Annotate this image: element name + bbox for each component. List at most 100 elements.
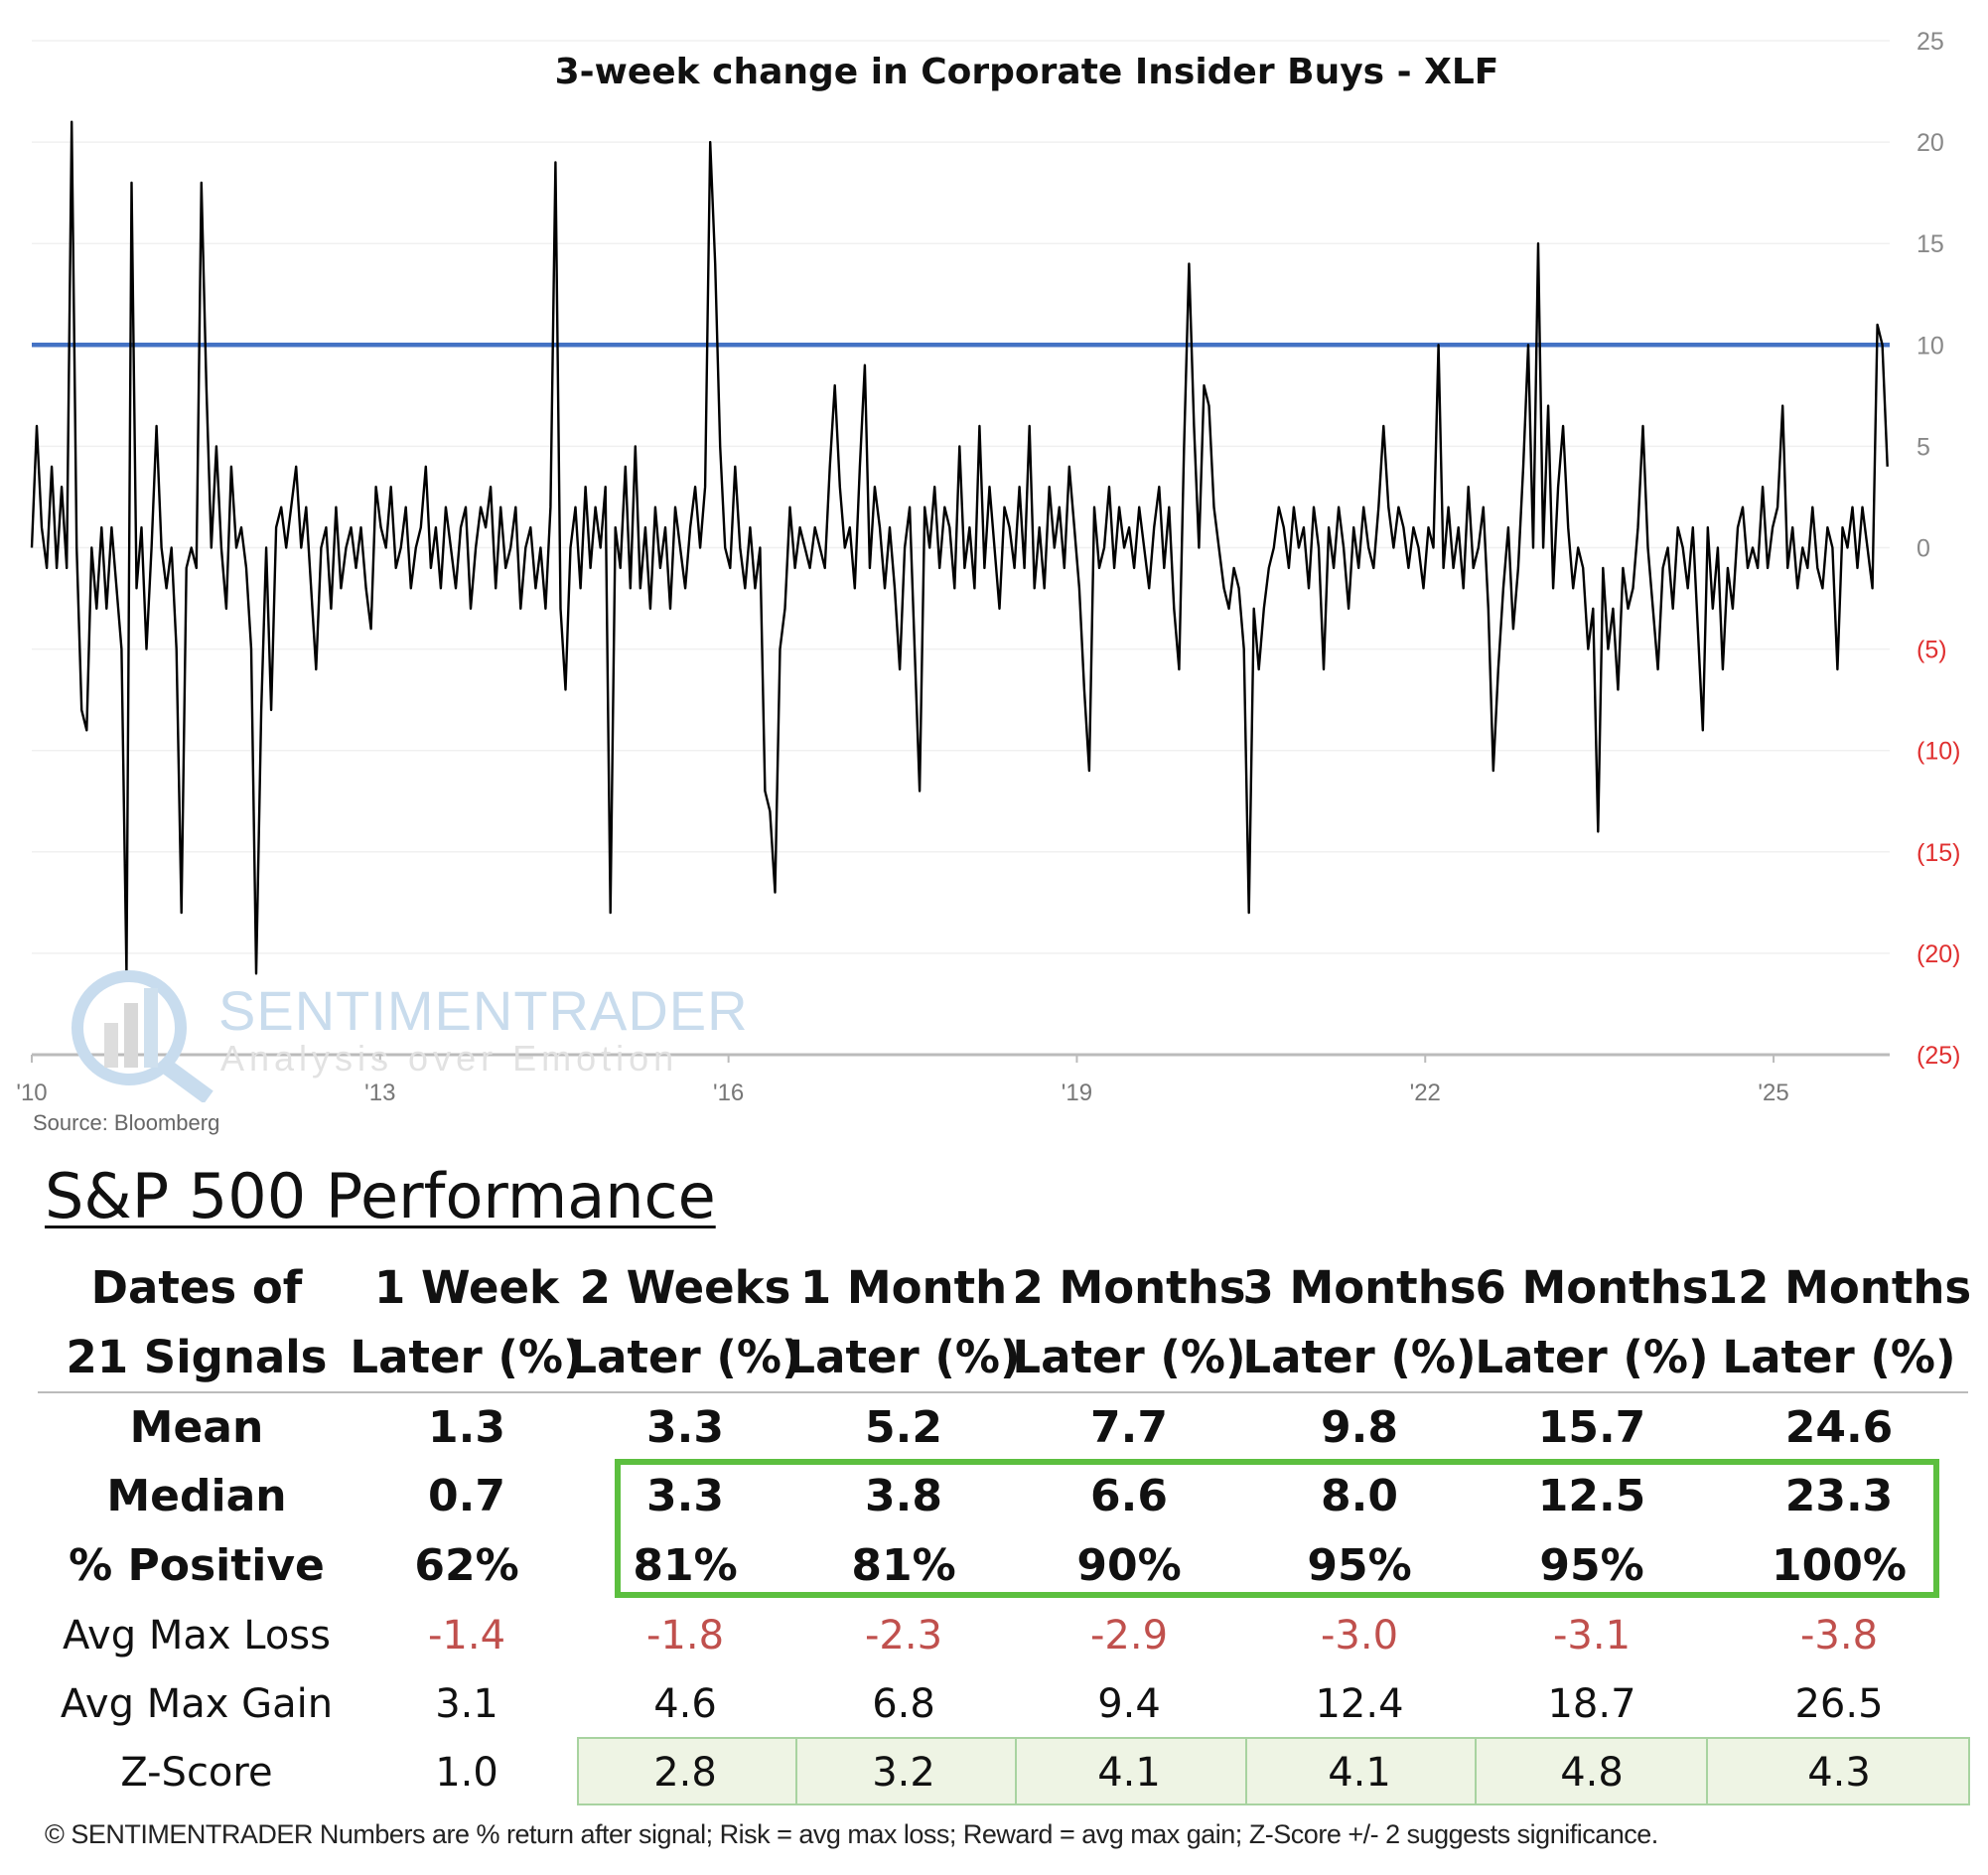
table-cell: 12.4 [1315,1681,1404,1727]
row-label: Avg Max Gain [60,1681,334,1727]
column-header: 3 Months [1242,1261,1477,1314]
y-tick-label: (25) [1917,1042,1960,1070]
table-cell: 4.1 [1328,1750,1391,1796]
header-divider [38,1391,1968,1393]
table-cell: 18.7 [1547,1681,1636,1727]
y-tick-label: (15) [1917,839,1960,867]
y-tick-label: 20 [1917,129,1944,157]
column-header: 1 Week [374,1261,559,1314]
y-tick-label: 5 [1917,433,1930,461]
performance-title: S&P 500 Performance [45,1160,716,1232]
table-cell: 3.1 [435,1681,498,1727]
y-tick-label: 10 [1917,332,1944,360]
x-tick-label: '25 [1758,1080,1788,1106]
table-cell: -3.8 [1799,1613,1879,1659]
table-cell: -3.0 [1320,1613,1399,1659]
y-axis: 25 20 15 10 5 0 (5) (10) (15) (20) (25) [1917,28,1960,1070]
x-tick-label: '10 [16,1080,47,1106]
zscore-cell-bg [1706,1737,1970,1805]
table-cell: 3.2 [872,1750,935,1796]
table-cell: 6.8 [872,1681,935,1727]
column-header: Later (%) [1722,1331,1956,1383]
table-cell: 9.4 [1097,1681,1161,1727]
x-tick-label: '19 [1062,1080,1092,1106]
row-label: Avg Max Loss [63,1613,331,1659]
series-line [30,120,1889,975]
column-header: 2 Weeks [579,1261,791,1314]
table-cell: -3.1 [1552,1613,1632,1659]
table-cell: 1.3 [428,1402,505,1453]
column-header: Later (%) [1242,1331,1477,1383]
table-cell: 8.0 [1321,1471,1398,1521]
x-axis: '10 '13 '16 '19 '22 '25 [16,1053,1890,1106]
chart-title: 3-week change in Corporate Insider Buys … [555,52,1499,92]
y-tick-label: (5) [1917,637,1947,664]
x-tick-label: '13 [364,1080,395,1106]
x-tick-label: '22 [1410,1080,1441,1106]
table-cell: -1.4 [427,1613,506,1659]
table-cell: 4.8 [1560,1750,1624,1796]
table-cell: 81% [633,1540,738,1591]
table-cell: 9.8 [1321,1402,1398,1453]
table-cell: 23.3 [1784,1471,1894,1521]
table-cell: 3.3 [646,1402,724,1453]
table-cell: 62% [414,1540,519,1591]
table-cell: -2.9 [1089,1613,1169,1659]
x-tick-label: '16 [713,1080,744,1106]
column-header: 6 Months [1475,1261,1709,1314]
column-header: Later (%) [350,1331,584,1383]
table-cell: 90% [1076,1540,1182,1591]
highlight-box [615,1459,1939,1598]
table-cell: 100% [1772,1540,1907,1591]
row-label: % Positive [69,1540,325,1591]
column-header: 2 Months [1012,1261,1246,1314]
row-label: Z-Score [120,1750,273,1796]
zscore-cell-bg [795,1737,1017,1805]
table-cell: 5.2 [865,1402,942,1453]
table-cell: 15.7 [1537,1402,1646,1453]
table-cell: 95% [1307,1540,1412,1591]
column-header: 21 Signals [66,1331,328,1383]
table-cell: 95% [1539,1540,1644,1591]
zscore-cell-bg [1475,1737,1708,1805]
column-header: Dates of [90,1261,303,1314]
table-cell: 2.8 [653,1750,717,1796]
table-cell: -2.3 [864,1613,943,1659]
column-header: Later (%) [1012,1331,1246,1383]
y-tick-label: 0 [1917,535,1930,563]
table-cell: 81% [851,1540,956,1591]
row-label: Mean [129,1402,264,1453]
column-header: Later (%) [1475,1331,1709,1383]
table-cell: 1.0 [435,1750,498,1796]
column-header: 12 Months [1706,1261,1972,1314]
y-tick-label: 15 [1917,230,1944,258]
table-cell: 4.3 [1807,1750,1871,1796]
row-label: Median [106,1471,287,1521]
y-tick-label: (20) [1917,940,1960,968]
chart-source: Source: Bloomberg [33,1110,220,1135]
zscore-cell-bg [1015,1737,1247,1805]
table-cell: 26.5 [1794,1681,1884,1727]
column-header: Later (%) [568,1331,802,1383]
table-footnote: © SENTIMENTRADER Numbers are % return af… [45,1819,1658,1849]
zscore-cell-bg [1245,1737,1477,1805]
column-header: Later (%) [786,1331,1021,1383]
column-header: 1 Month [799,1261,1008,1314]
y-tick-label: (10) [1917,738,1960,766]
y-tick-label: 25 [1917,28,1944,56]
table-cell: 6.6 [1090,1471,1168,1521]
watermark-tagline: Analysis over Emotion [220,1038,679,1079]
table-cell: 4.1 [1097,1750,1161,1796]
zscore-cell-bg [577,1737,797,1805]
table-cell: -1.8 [645,1613,725,1659]
table-cell: 4.6 [653,1681,717,1727]
table-cell: 7.7 [1090,1402,1168,1453]
table-cell: 24.6 [1784,1402,1894,1453]
table-cell: 3.8 [865,1471,942,1521]
table-cell: 0.7 [428,1471,505,1521]
table-cell: 3.3 [646,1471,724,1521]
watermark-logo-icon [71,970,213,1102]
watermark-brand: SENTIMENTRADER [218,979,749,1042]
table-cell: 12.5 [1537,1471,1646,1521]
